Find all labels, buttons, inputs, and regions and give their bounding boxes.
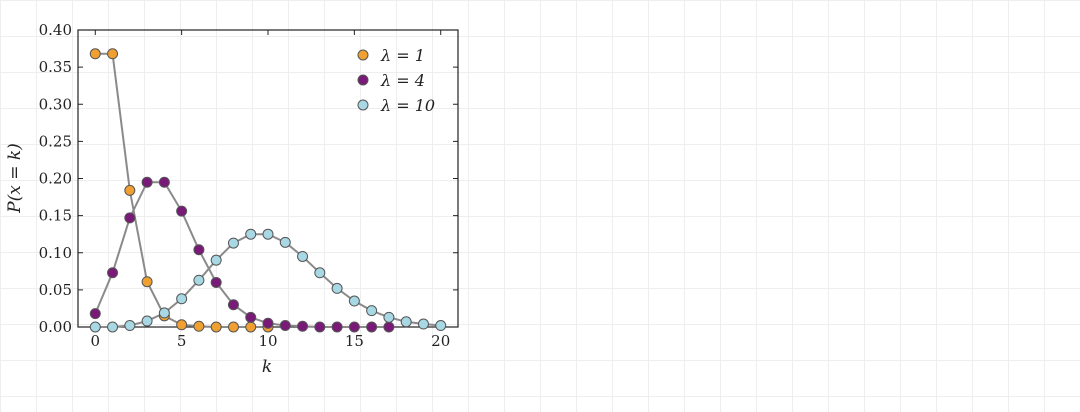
data-point-series-2: [124, 320, 136, 332]
data-point-series-0: [176, 319, 188, 331]
data-point-series-0: [193, 320, 205, 332]
data-point-series-2: [89, 321, 101, 333]
y-tick-label: 0.25: [39, 132, 72, 150]
x-tick-label: 10: [258, 332, 277, 350]
data-point-series-1: [297, 320, 309, 332]
data-point-series-1: [348, 321, 360, 333]
data-point-series-2: [366, 305, 378, 317]
series-line-0: [95, 52, 268, 328]
data-point-series-0: [210, 321, 222, 333]
x-tick-label: 15: [345, 332, 364, 350]
data-point-series-0: [141, 276, 153, 288]
y-tick-label: 0.05: [39, 281, 72, 299]
y-tick-label: 0.15: [39, 207, 72, 225]
data-point-series-2: [279, 236, 291, 248]
legend-label: λ = 1: [380, 46, 425, 65]
y-tick-label: 0.35: [39, 58, 72, 76]
data-point-series-2: [107, 321, 119, 333]
y-tick-label: 0.20: [39, 170, 72, 188]
data-point-series-1: [89, 308, 101, 320]
legend-label: λ = 4: [380, 71, 425, 90]
data-point-series-1: [245, 311, 257, 323]
data-point-series-1: [366, 321, 378, 333]
data-point-series-1: [107, 267, 119, 279]
poisson-chart: P(x = k) k 0 5 10 15 20 0.00 0.05 0.10 0.15 0.20 0…: [0, 0, 470, 412]
data-point-series-1: [124, 212, 136, 224]
data-point-series-2: [297, 250, 309, 262]
data-point-series-2: [435, 320, 447, 332]
data-point-series-0: [227, 321, 239, 333]
data-point-series-1: [227, 299, 239, 311]
y-tick-label: 0.40: [39, 21, 72, 39]
data-point-series-2: [227, 237, 239, 249]
data-point-series-2: [383, 311, 395, 323]
x-tick-label: 20: [431, 332, 450, 350]
data-point-series-2: [176, 293, 188, 305]
data-point-series-1: [210, 276, 222, 288]
legend-marker: [357, 99, 369, 111]
data-point-series-2: [210, 254, 222, 266]
data-point-series-1: [279, 320, 291, 332]
chart-svg: P(x = k) k 0 5 10 15 20 0.00 0.05 0.10 0.15 0.20 0…: [5, 21, 459, 377]
data-point-series-2: [348, 295, 360, 307]
data-point-series-2: [331, 282, 343, 294]
data-point-series-2: [141, 315, 153, 327]
data-point-series-2: [262, 228, 274, 240]
data-point-series-0: [107, 48, 119, 60]
series-line-1: [94, 181, 389, 328]
data-point-series-2: [158, 307, 170, 319]
legend-label: λ = 10: [380, 96, 435, 115]
data-point-series-2: [314, 267, 326, 279]
x-tick-label: 0: [90, 332, 100, 350]
data-point-series-1: [176, 205, 188, 217]
data-point-series-1: [383, 321, 395, 333]
data-point-series-1: [193, 244, 205, 256]
y-tick-label: 0.10: [39, 244, 72, 262]
y-tick-label: 0.00: [39, 318, 72, 336]
legend-marker: [357, 49, 369, 61]
x-axis-label: k: [262, 357, 272, 377]
data-point-series-1: [314, 321, 326, 333]
data-point-series-0: [124, 184, 136, 196]
data-point-series-2: [400, 316, 412, 328]
legend-marker: [357, 74, 369, 86]
y-tick-label: 0.30: [39, 95, 72, 113]
data-point-series-1: [262, 317, 274, 329]
data-point-series-0: [89, 48, 101, 60]
data-point-series-2: [245, 228, 257, 240]
data-point-series-1: [141, 176, 153, 188]
data-point-series-0: [245, 321, 257, 333]
y-axis-label: P(x = k): [5, 143, 25, 214]
data-point-series-2: [417, 318, 429, 330]
data-point-series-1: [331, 321, 343, 333]
data-point-series-1: [158, 176, 170, 188]
x-tick-label: 5: [177, 332, 187, 350]
data-point-series-2: [193, 274, 205, 286]
